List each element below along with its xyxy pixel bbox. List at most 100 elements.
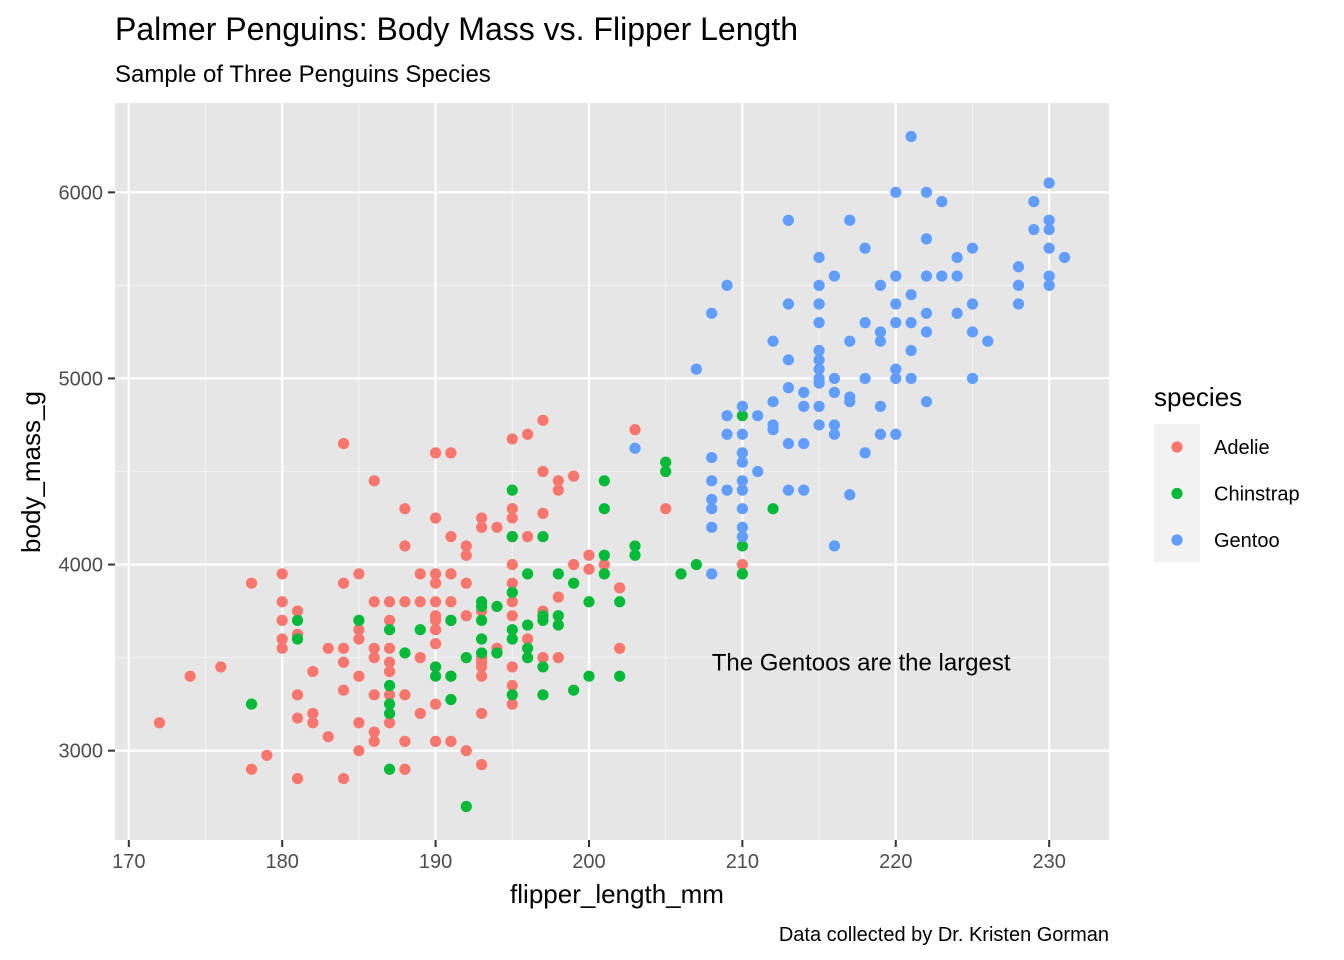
data-point-gentoo xyxy=(767,396,779,408)
data-point-gentoo xyxy=(874,326,887,338)
data-point-gentoo xyxy=(1012,279,1025,291)
data-point-adelie xyxy=(476,670,488,682)
data-point-gentoo xyxy=(920,326,933,338)
data-point-gentoo xyxy=(951,251,963,264)
data-point-adelie xyxy=(429,596,442,608)
data-point-adelie xyxy=(429,735,442,747)
data-point-gentoo xyxy=(920,186,933,198)
data-point-adelie xyxy=(399,596,411,608)
data-point-gentoo xyxy=(706,521,718,533)
legend-label: Adelie xyxy=(1214,437,1270,459)
data-point-adelie xyxy=(429,568,442,580)
data-point-gentoo xyxy=(721,410,733,422)
data-point-gentoo xyxy=(706,493,718,506)
legend-key-chinstrap xyxy=(1171,487,1183,500)
data-point-adelie xyxy=(614,642,626,654)
data-point-adelie xyxy=(506,698,518,710)
data-point-chinstrap xyxy=(736,568,748,580)
data-point-gentoo xyxy=(920,396,933,408)
data-point-gentoo xyxy=(782,354,795,366)
data-point-gentoo xyxy=(767,424,779,436)
data-point-adelie xyxy=(368,475,380,487)
data-point-chinstrap xyxy=(736,540,748,552)
legend-title: species xyxy=(1154,382,1242,412)
data-point-chinstrap xyxy=(568,577,580,589)
data-point-adelie xyxy=(337,437,350,450)
data-point-adelie xyxy=(414,596,426,608)
data-point-adelie xyxy=(307,717,319,729)
data-point-adelie xyxy=(445,596,457,608)
data-point-adelie xyxy=(276,642,288,654)
data-point-adelie xyxy=(568,558,580,571)
data-point-gentoo xyxy=(1043,223,1055,236)
data-point-adelie xyxy=(383,614,396,626)
data-point-gentoo xyxy=(813,419,825,431)
data-point-gentoo xyxy=(629,442,641,454)
data-point-gentoo xyxy=(905,344,917,357)
data-point-adelie xyxy=(429,638,442,650)
data-point-gentoo xyxy=(706,475,718,487)
data-point-adelie xyxy=(368,596,380,608)
data-point-adelie xyxy=(337,684,350,696)
data-point-chinstrap xyxy=(537,531,549,543)
data-point-chinstrap xyxy=(614,670,626,682)
data-point-chinstrap xyxy=(568,684,580,696)
data-point-gentoo xyxy=(828,428,841,440)
data-point-adelie xyxy=(445,447,457,459)
data-point-adelie xyxy=(383,689,396,701)
data-point-adelie xyxy=(276,568,288,580)
data-point-gentoo xyxy=(736,428,748,440)
y-tick-label: 6000 xyxy=(59,182,104,204)
data-point-adelie xyxy=(383,665,396,678)
data-point-gentoo xyxy=(828,372,841,385)
data-point-adelie xyxy=(660,503,672,515)
data-point-gentoo xyxy=(982,335,994,347)
data-point-chinstrap xyxy=(537,661,549,673)
data-point-adelie xyxy=(353,568,365,580)
data-point-gentoo xyxy=(920,233,933,245)
data-point-adelie xyxy=(399,763,411,775)
data-point-gentoo xyxy=(890,270,902,282)
data-point-gentoo xyxy=(782,214,795,226)
data-point-gentoo xyxy=(721,484,733,496)
minor-gridlines xyxy=(115,103,1109,840)
data-point-adelie xyxy=(353,633,365,645)
data-point-adelie xyxy=(506,679,518,692)
data-point-gentoo xyxy=(936,196,948,208)
y-axis: 3000 4000 5000 6000 xyxy=(59,182,115,763)
data-point-adelie xyxy=(399,503,411,515)
data-point-gentoo xyxy=(752,465,764,478)
data-point-adelie xyxy=(445,568,457,580)
data-point-adelie xyxy=(353,624,365,636)
data-point-gentoo xyxy=(890,363,902,375)
data-point-adelie xyxy=(276,633,288,645)
data-point-gentoo xyxy=(874,400,887,412)
data-point-gentoo xyxy=(859,372,871,385)
data-point-gentoo xyxy=(874,279,887,291)
data-point-chinstrap xyxy=(506,624,518,636)
data-point-gentoo xyxy=(690,363,702,375)
data-point-chinstrap xyxy=(429,670,442,682)
data-point-gentoo xyxy=(874,335,887,347)
data-point-chinstrap xyxy=(629,549,641,561)
data-point-gentoo xyxy=(1043,270,1055,282)
data-point-chinstrap xyxy=(506,484,518,496)
chart-subtitle: Sample of Three Penguins Species xyxy=(115,61,491,88)
data-point-adelie xyxy=(429,624,442,636)
data-point-chinstrap xyxy=(429,661,442,673)
data-point-adelie xyxy=(261,749,273,761)
data-point-chinstrap xyxy=(506,531,518,543)
data-point-adelie xyxy=(291,712,304,724)
data-point-adelie xyxy=(506,558,518,571)
data-point-gentoo xyxy=(890,298,902,310)
data-point-chinstrap xyxy=(476,633,488,645)
data-point-gentoo xyxy=(798,484,810,496)
data-point-gentoo xyxy=(844,489,856,501)
x-tick-label: 230 xyxy=(1032,851,1065,873)
data-point-adelie xyxy=(307,665,319,678)
data-point-adelie xyxy=(476,521,488,533)
data-point-gentoo xyxy=(859,317,871,329)
data-point-adelie xyxy=(322,642,334,654)
data-point-gentoo xyxy=(1012,261,1025,273)
data-point-adelie xyxy=(552,652,564,664)
